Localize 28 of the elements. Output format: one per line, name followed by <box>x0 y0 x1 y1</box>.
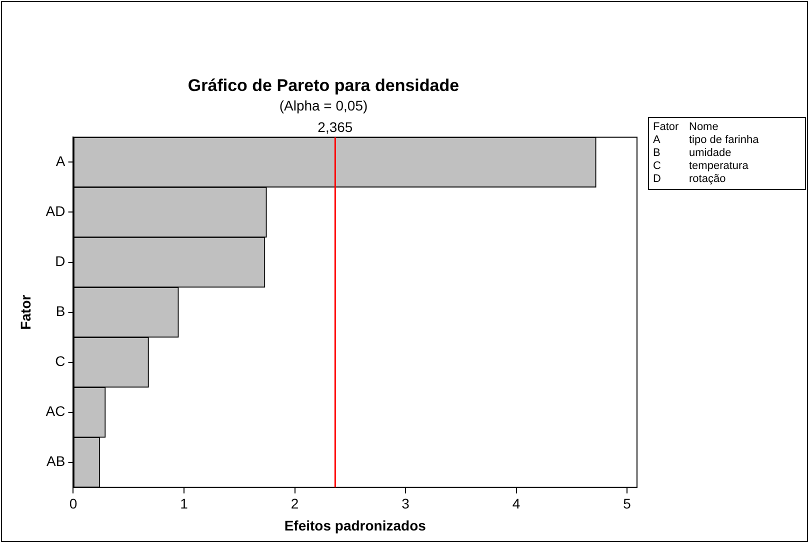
text: C <box>653 160 662 173</box>
y-tick-label: AC <box>46 403 66 420</box>
chart-subtitle: (Alpha = 0,05) <box>279 98 368 114</box>
text: D <box>653 173 662 186</box>
text: umidade <box>689 147 732 160</box>
text: A <box>653 134 662 147</box>
x-tick-label: 1 <box>180 496 188 512</box>
text: Fator <box>653 121 680 134</box>
y-tick-label: AB <box>46 453 66 470</box>
x-tick-label: 0 <box>69 496 78 512</box>
chart-title: Gráfico de Pareto para densidade <box>188 76 460 95</box>
x-tick-label: 3 <box>402 496 410 512</box>
y-tick-label: B <box>56 303 66 320</box>
x-tick-label: 5 <box>623 496 632 512</box>
y-axis-title: Fator <box>17 294 34 330</box>
y-tick-label: D <box>55 253 66 270</box>
text: tipo de farinha <box>689 134 760 147</box>
text: B <box>653 147 662 160</box>
text: temperatura <box>689 160 750 173</box>
text: rotação <box>689 173 727 186</box>
y-tick-label: C <box>55 353 66 370</box>
x-axis-title: Efeitos padronizados <box>284 517 426 534</box>
x-tick-label: 4 <box>512 496 520 512</box>
y-tick-label: AD <box>46 203 66 220</box>
y-tick-label: A <box>56 153 66 170</box>
x-tick-label: 2 <box>290 496 299 512</box>
ref-line-label: 2,365 <box>318 119 353 136</box>
text: Nome <box>689 121 720 134</box>
